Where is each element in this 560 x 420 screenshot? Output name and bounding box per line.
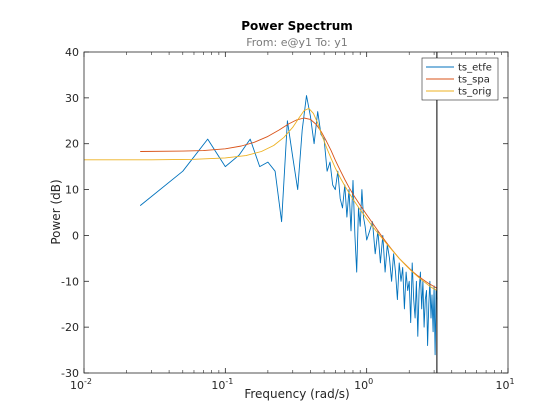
x-axis-label: Frequency (rad/s): [244, 387, 349, 401]
y-tick-label: 30: [65, 92, 79, 105]
legend-label-ts-orig: ts_orig: [458, 87, 492, 98]
axes-frame: [83, 51, 509, 374]
y-tick-label: 10: [65, 184, 79, 197]
series-line-ts-orig: [84, 107, 438, 291]
legend-label-ts-etfe: ts_etfe: [458, 63, 492, 74]
axes-box: [83, 51, 509, 374]
y-axis-label: Power (dB): [49, 179, 63, 244]
series-line-ts-etfe: [139, 95, 438, 356]
chart-subtitle: From: e@y1 To: y1: [246, 36, 348, 49]
y-tick-label: 40: [65, 46, 79, 59]
y-tick-label: -10: [61, 275, 79, 288]
y-tick-label: 20: [65, 138, 79, 151]
y-tick-label: -20: [61, 321, 79, 334]
y-tick-label: 0: [72, 229, 79, 242]
series-layer: [84, 95, 438, 356]
legend-label-ts-spa: ts_spa: [458, 75, 490, 86]
chart-title: Power Spectrum: [241, 19, 353, 33]
y-tick-label: -30: [61, 367, 79, 380]
